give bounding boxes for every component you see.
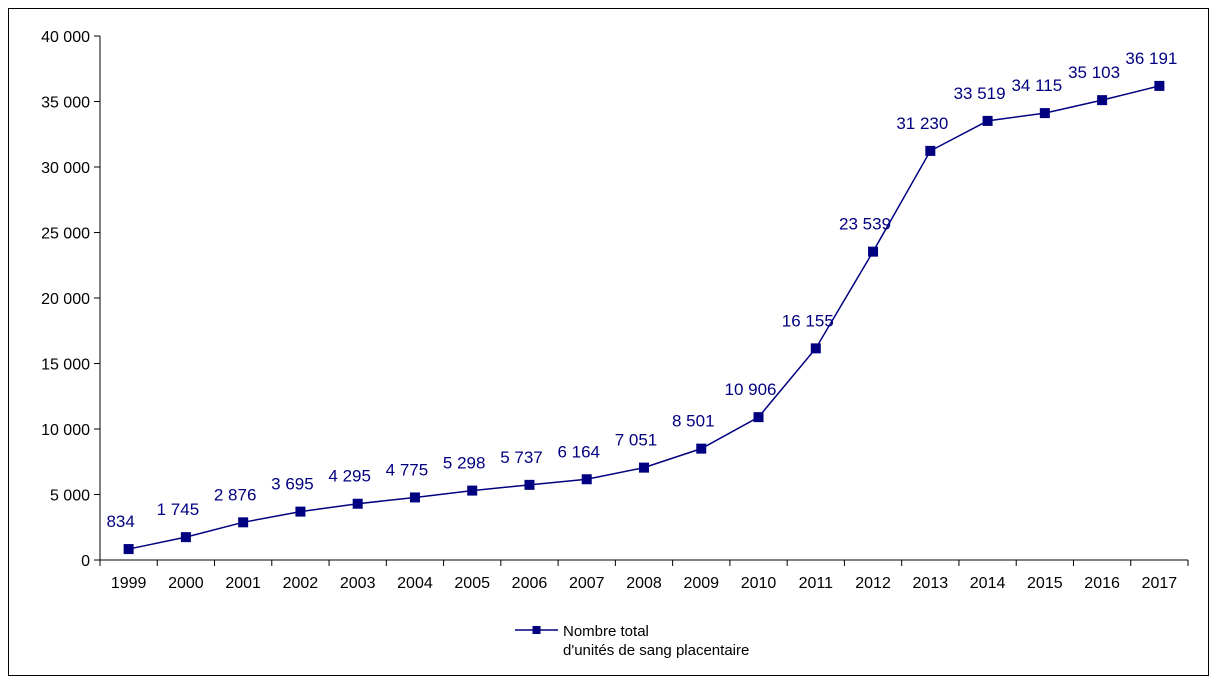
data-label: 16 155 [782,311,834,330]
x-tick-label: 2007 [569,575,605,592]
data-label: 1 745 [157,500,200,519]
data-point [696,443,707,454]
data-label: 33 519 [954,84,1006,103]
data-point [925,145,936,156]
data-label: 5 298 [443,454,486,473]
data-point [180,532,191,543]
x-tick-label: 2006 [512,575,548,592]
data-label: 35 103 [1068,63,1120,82]
x-tick-label: 2017 [1142,575,1178,592]
data-point [1039,108,1050,119]
data-point [1097,95,1108,106]
data-label: 5 737 [500,448,543,467]
x-tick-label: 2005 [454,575,490,592]
data-label: 4 775 [386,460,429,479]
x-tick-label: 2002 [283,575,319,592]
data-point [467,485,478,496]
x-tick-label: 2014 [970,575,1006,592]
y-tick-label: 0 [81,553,90,570]
x-tick-label: 2004 [397,575,433,592]
data-point [753,412,764,423]
x-tick-label: 2010 [741,575,777,592]
x-tick-label: 2008 [626,575,662,592]
x-tick-label: 1999 [111,575,147,592]
x-tick-label: 2015 [1027,575,1063,592]
y-tick-label: 25 000 [41,226,90,243]
x-tick-label: 2011 [799,575,834,592]
data-label: 8 501 [672,412,715,431]
data-label: 36 191 [1125,49,1177,68]
x-tick-label: 2016 [1084,575,1120,592]
y-tick-label: 40 000 [41,29,90,46]
y-tick-label: 35 000 [41,95,90,112]
data-point [868,246,879,257]
y-tick-label: 10 000 [41,422,90,439]
y-tick-label: 30 000 [41,160,90,177]
data-label: 34 115 [1011,76,1062,95]
y-tick-label: 15 000 [41,357,90,374]
data-point [238,517,249,528]
data-point [639,462,649,473]
data-point [295,506,306,517]
data-point [409,492,420,503]
data-point [352,498,363,509]
x-tick-label: 2001 [225,575,261,592]
data-label: 2 876 [214,485,257,504]
x-tick-label: 2012 [855,575,891,592]
legend-label: d'unités de sang placentaire [563,642,749,659]
data-label: 6 164 [557,442,600,461]
data-point [810,343,821,354]
data-point [581,474,592,485]
x-tick-label: 2009 [683,575,719,592]
legend-label: Nombre total [563,623,649,640]
x-tick-label: 2013 [913,575,949,592]
y-tick-label: 20 000 [41,291,90,308]
data-label: 7 051 [615,431,658,450]
data-label: 3 695 [271,475,314,494]
data-label: 10 906 [725,380,777,399]
data-point [982,115,993,126]
data-label: 23 539 [839,215,891,234]
data-label: 31 230 [896,114,948,133]
data-point [1154,80,1165,91]
x-tick-label: 2000 [168,575,204,592]
data-label: 834 [106,512,134,531]
y-tick-label: 5 000 [50,488,90,505]
data-label: 4 295 [328,467,371,486]
data-point [123,544,134,555]
chart-frame [8,8,1209,676]
data-point [524,479,535,490]
legend-marker [532,626,541,634]
x-tick-label: 2003 [340,575,376,592]
